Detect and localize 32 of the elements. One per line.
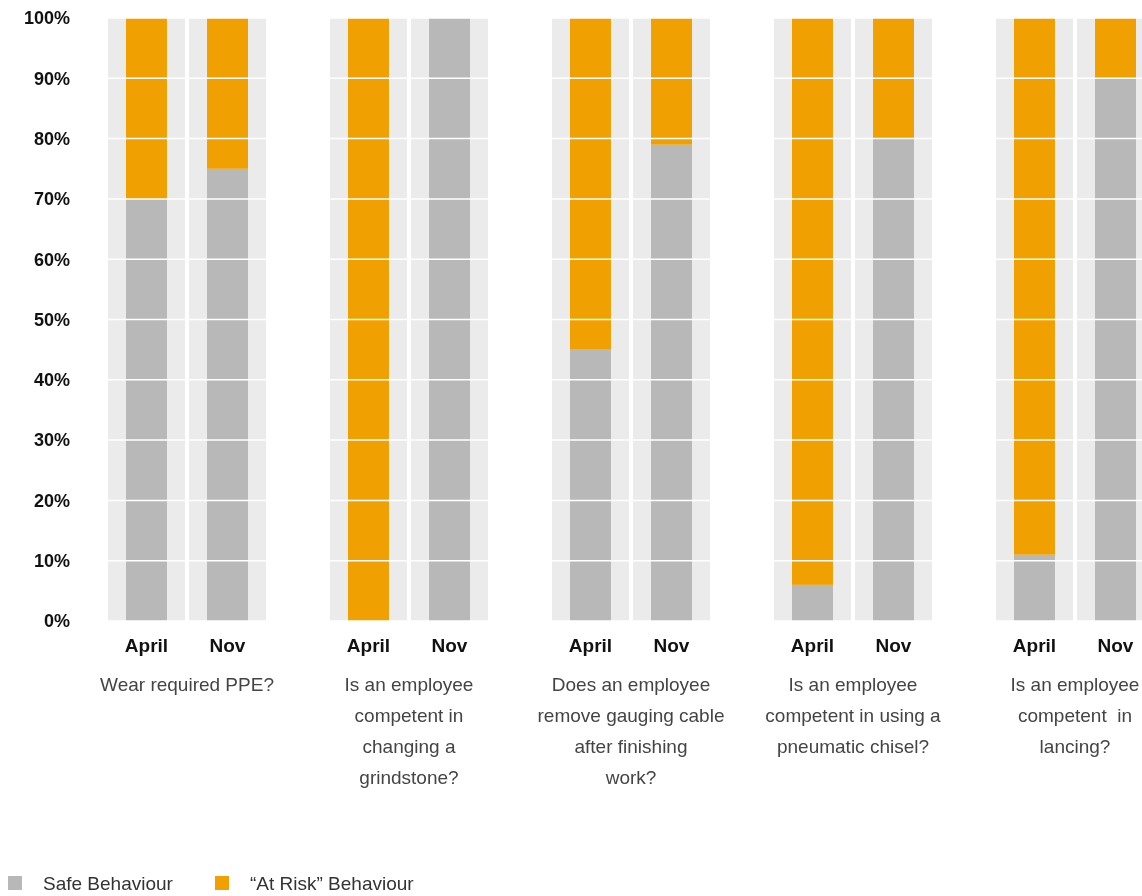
- bar: [126, 18, 167, 199]
- x-axis-title: Is an employee competent in lancing?: [1010, 673, 1140, 757]
- y-tick-label: 30%: [33, 430, 70, 451]
- x-tick-label: April: [790, 634, 835, 656]
- x-tick-label: April: [346, 634, 391, 656]
- y-tick-label: 70%: [33, 189, 70, 210]
- x-tick-label: Nov: [1097, 634, 1134, 656]
- y-tick-label: 60%: [33, 249, 70, 270]
- y-tick-label: 100%: [23, 8, 70, 29]
- x-tick-label: April: [124, 634, 169, 656]
- y-tick-label: 90%: [33, 68, 70, 89]
- x-tick-label: April: [568, 634, 613, 656]
- y-tick-label: 0%: [43, 611, 70, 632]
- y-tick-label: 10%: [33, 551, 70, 571]
- x-axis-title: Wear required PPE?: [100, 673, 274, 695]
- y-tick-label: 40%: [33, 370, 70, 391]
- x-tick-label: Nov: [653, 634, 690, 656]
- bar: [207, 18, 248, 169]
- x-tick-label: April: [1012, 634, 1057, 656]
- y-tick-label: 50%: [33, 309, 70, 330]
- legend-label: “At Risk” Behaviour: [250, 872, 415, 894]
- x-axis-title: Is an employee competent in using a pneumatic chisel?: [765, 673, 942, 757]
- bar: [207, 168, 248, 621]
- legend-label: Safe Behaviour: [43, 872, 174, 894]
- x-axis-title: Is an employee competent in changing a grindstone?: [344, 673, 474, 788]
- x-axis-title: Does an employee remove gauging cable after finishing work?: [537, 673, 725, 788]
- x-tick-label: Nov: [209, 634, 246, 656]
- y-tick-label: 20%: [33, 490, 70, 511]
- x-tick-label: Nov: [875, 634, 912, 656]
- bar: [126, 198, 167, 621]
- y-tick-label: 80%: [33, 128, 70, 149]
- x-tick-label: Nov: [431, 634, 468, 656]
